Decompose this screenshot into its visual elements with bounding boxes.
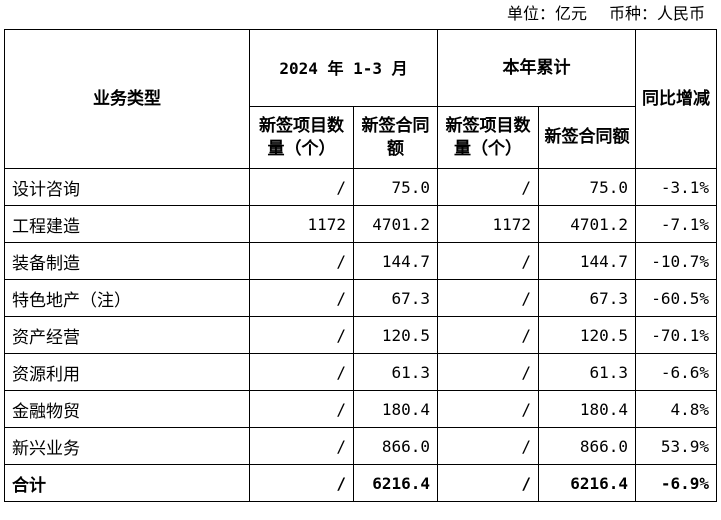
cell-type: 新兴业务	[4, 427, 250, 465]
unit-label: 单位：亿元	[506, 4, 587, 23]
cell-y-amount: 120.5	[538, 316, 636, 354]
cell-yoy: -6.9%	[635, 464, 717, 502]
cell-type: 合计	[4, 464, 250, 502]
cell-q-amount: 4701.2	[353, 205, 438, 243]
header-y-count: 新签项目数量（个）	[437, 106, 539, 169]
header-y-amount: 新签合同额	[538, 106, 636, 169]
cell-q-amount: 144.7	[353, 242, 438, 280]
cell-y-count: /	[437, 427, 539, 465]
cell-q-count: 1172	[249, 205, 354, 243]
header-category: 业务类型	[4, 29, 250, 169]
unit-note: 单位：亿元 币种：人民币	[507, 3, 705, 25]
cell-type: 设计咨询	[4, 168, 250, 206]
cell-yoy: 53.9%	[635, 427, 717, 465]
total-row: 合计/6216.4/6216.4 -6.9%	[4, 464, 717, 502]
header-yoy: 同比增减	[635, 29, 717, 169]
cell-q-amount: 75.0	[353, 168, 438, 206]
cell-q-count: /	[249, 279, 354, 317]
cell-q-count: /	[249, 390, 354, 428]
cell-type: 资源利用	[4, 353, 250, 391]
cell-yoy: 4.8%	[635, 390, 717, 428]
table-row: 资产经营/120.5/120.5 -70.1%	[4, 316, 717, 354]
cell-q-amount: 61.3	[353, 353, 438, 391]
cell-type: 装备制造	[4, 242, 250, 280]
header-ytd: 本年累计	[437, 29, 636, 107]
cell-type: 特色地产（注）	[4, 279, 250, 317]
header-row: 业务类型 2024 年 1-3 月 本年累计 同比增减	[4, 29, 717, 169]
cell-y-count: /	[437, 464, 539, 502]
cell-y-amount: 866.0	[538, 427, 636, 465]
cell-q-count: /	[249, 168, 354, 206]
cell-y-amount: 67.3	[538, 279, 636, 317]
table-row: 工程建造 1172 4701.2 1172 4701.2 -7.1%	[4, 205, 717, 243]
cell-y-count: /	[437, 390, 539, 428]
cell-q-amount: 120.5	[353, 316, 438, 354]
cell-y-count: /	[437, 279, 539, 317]
cell-type: 金融物贸	[4, 390, 250, 428]
cell-yoy: -7.1%	[635, 205, 717, 243]
currency-label: 币种：人民币	[608, 4, 705, 23]
cell-q-count: /	[249, 464, 354, 502]
cell-y-count: /	[437, 353, 539, 391]
cell-yoy: -6.6%	[635, 353, 717, 391]
cell-y-amount: 180.4	[538, 390, 636, 428]
cell-y-count: /	[437, 242, 539, 280]
cell-y-amount: 4701.2	[538, 205, 636, 243]
subheader-row: 新签项目数量（个） 新签合同额 新签项目数量（个） 新签合同额	[5, 106, 717, 169]
header-q-amount: 新签合同额	[353, 106, 438, 169]
cell-q-count: /	[249, 242, 354, 280]
cell-y-amount: 6216.4	[538, 464, 636, 502]
table-row: 特色地产（注）/67.3/67.3 -60.5%	[4, 279, 717, 317]
cell-y-count: /	[437, 316, 539, 354]
cell-yoy: -3.1%	[635, 168, 717, 206]
cell-y-amount: 61.3	[538, 353, 636, 391]
table-row: 金融物贸/180.4/180.4 4.8%	[4, 390, 717, 428]
cell-q-count: /	[249, 353, 354, 391]
header-period: 2024 年 1-3 月	[249, 29, 438, 107]
cell-y-count: /	[437, 168, 539, 206]
cell-q-amount: 67.3	[353, 279, 438, 317]
table-row: 资源利用/61.3/61.3 -6.6%	[4, 353, 717, 391]
cell-q-amount: 866.0	[353, 427, 438, 465]
cell-type: 资产经营	[4, 316, 250, 354]
cell-q-count: /	[249, 316, 354, 354]
contracts-table: 业务类型 2024 年 1-3 月 本年累计 同比增减 新签项目数量（个） 新签…	[4, 29, 717, 502]
table-row: 设计咨询/75.0/75.0 -3.1%	[4, 168, 717, 206]
cell-q-count: /	[249, 427, 354, 465]
table-row: 新兴业务/866.0/866.0 53.9%	[4, 427, 717, 465]
table-row: 装备制造/144.7/144.7 -10.7%	[4, 242, 717, 280]
cell-q-amount: 6216.4	[353, 464, 438, 502]
cell-y-amount: 75.0	[538, 168, 636, 206]
header-q-count: 新签项目数量（个）	[249, 106, 354, 169]
cell-y-amount: 144.7	[538, 242, 636, 280]
cell-yoy: -60.5%	[635, 279, 717, 317]
cell-y-count: 1172	[437, 205, 539, 243]
cell-yoy: -10.7%	[635, 242, 717, 280]
cell-yoy: -70.1%	[635, 316, 717, 354]
cell-q-amount: 180.4	[353, 390, 438, 428]
cell-type: 工程建造	[4, 205, 250, 243]
